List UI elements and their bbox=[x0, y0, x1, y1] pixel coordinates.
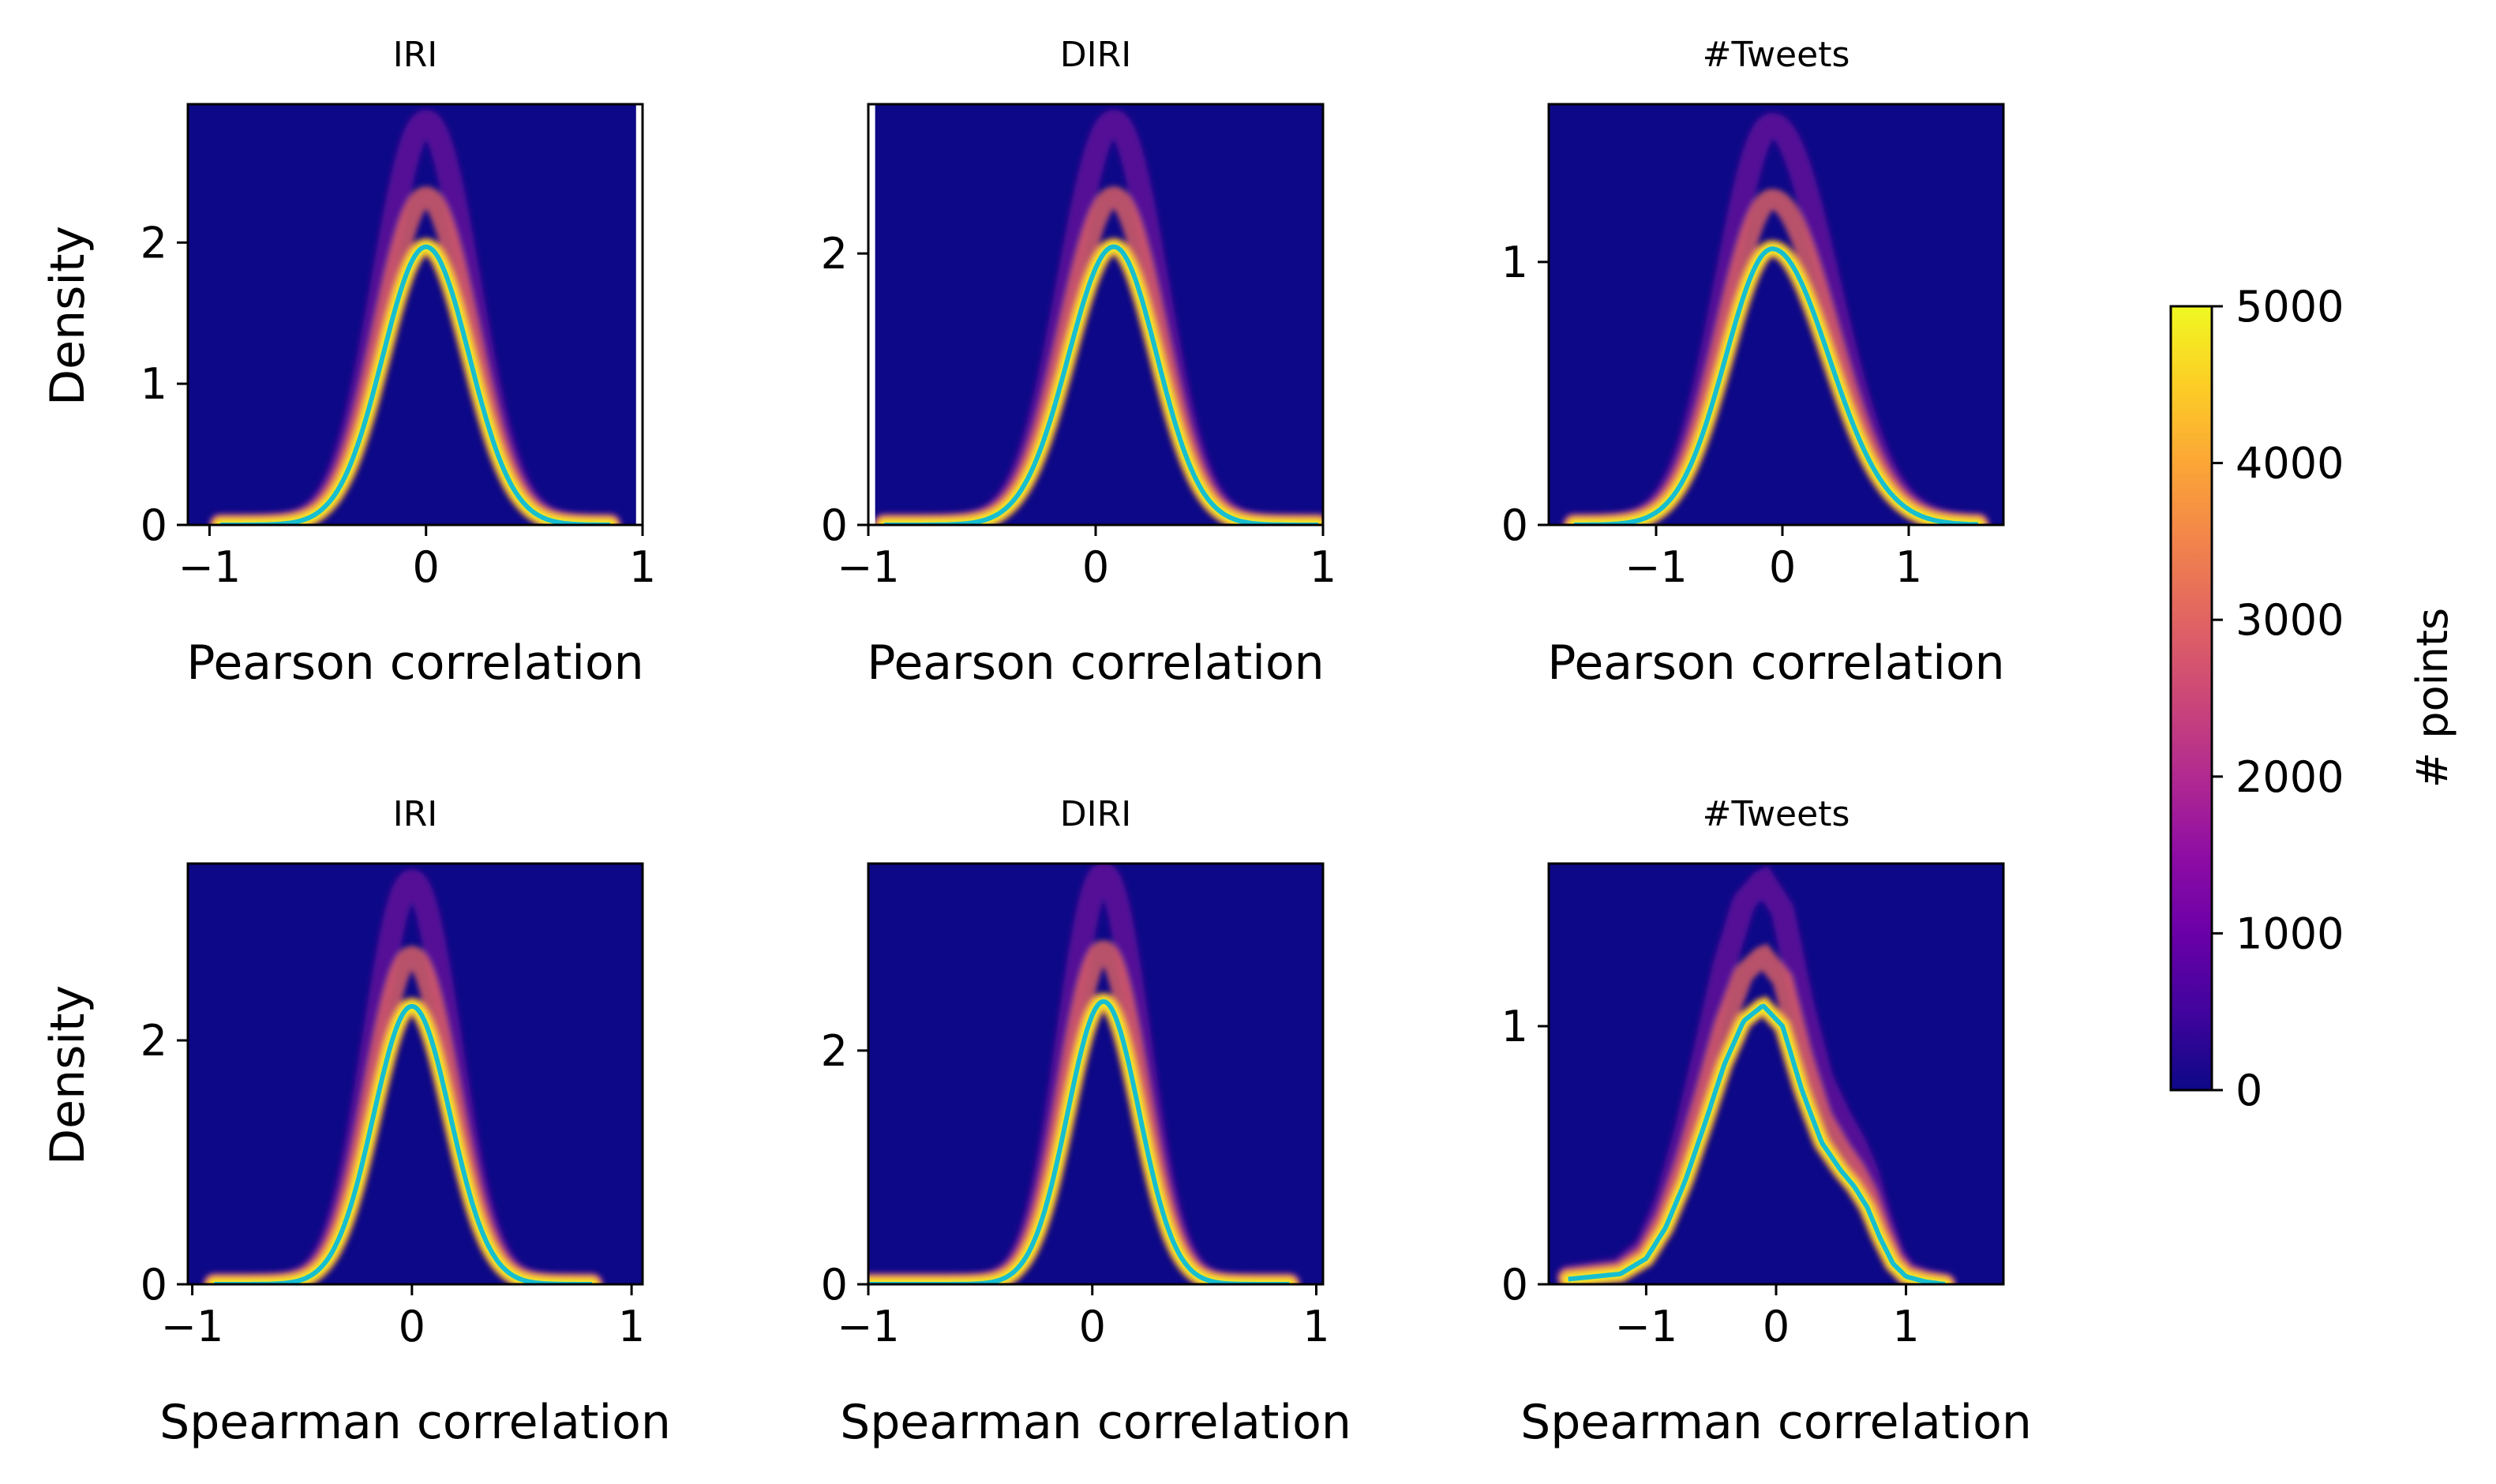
x-axis-label: Spearman correlation bbox=[840, 1395, 1351, 1450]
x-tick-label: 1 bbox=[1895, 542, 1922, 592]
heatmap-background bbox=[868, 864, 1323, 1284]
x-tick-label: 1 bbox=[1302, 1302, 1329, 1351]
heatmap-background bbox=[188, 864, 643, 1284]
y-tick-label: 2 bbox=[821, 229, 848, 279]
colorbar-tick-label: 0 bbox=[2236, 1066, 2262, 1115]
subplot-title: IRI bbox=[393, 794, 438, 834]
x-tick-label: 1 bbox=[1310, 542, 1336, 592]
x-tick-label: 0 bbox=[1079, 1302, 1106, 1351]
colorbar-gradient bbox=[2169, 305, 2213, 1092]
kde-curve bbox=[868, 999, 1290, 1284]
colorbar-tick-label: 5000 bbox=[2236, 282, 2344, 332]
x-tick-label: 0 bbox=[1082, 542, 1109, 592]
x-tick-label: 0 bbox=[1769, 542, 1796, 592]
x-axis-label: Spearman correlation bbox=[1520, 1395, 2032, 1450]
y-tick-label: 0 bbox=[1501, 500, 1528, 550]
kde-curve bbox=[1568, 1003, 1946, 1284]
colorbar-tick-label: 1000 bbox=[2236, 909, 2344, 958]
y-tick-label: 0 bbox=[1501, 1260, 1528, 1310]
y-tick-label: 0 bbox=[821, 1260, 848, 1310]
subplot-panel-spearman-iri: IRI Spearman correlation Density −1 0 102 bbox=[40, 794, 671, 1450]
x-tick-label: −1 bbox=[1625, 542, 1688, 592]
x-axis-label: Pearson correlation bbox=[186, 635, 643, 691]
x-tick-label: −1 bbox=[837, 1302, 900, 1351]
x-tick-label: −1 bbox=[1615, 1302, 1678, 1351]
y-tick-label: 2 bbox=[821, 1026, 848, 1076]
subplot-panel-pearson-tweets: #Tweets Pearson correlation −1 0 1 0 1 bbox=[1501, 35, 2005, 691]
y-tick-label: 0 bbox=[141, 500, 167, 550]
axes-frame bbox=[186, 862, 644, 1286]
y-tick-label: 2 bbox=[141, 218, 167, 268]
x-tick-label: 0 bbox=[1763, 1302, 1790, 1351]
colorbar-tick-label: 4000 bbox=[2236, 439, 2344, 489]
axes-frame bbox=[1547, 103, 2005, 527]
colorbar: # points 0 1000 2000 3000 4000 5000 bbox=[2169, 282, 2457, 1115]
y-tick-label: 1 bbox=[141, 359, 167, 409]
subplot-title: DIRI bbox=[1060, 794, 1131, 834]
white-band bbox=[868, 104, 875, 525]
subplot-title: #Tweets bbox=[1703, 35, 1850, 75]
y-axis-label: Density bbox=[40, 985, 96, 1165]
x-tick-label: 1 bbox=[618, 1302, 645, 1351]
x-axis-label: Spearman correlation bbox=[159, 1395, 671, 1450]
axes-frame bbox=[867, 862, 1325, 1286]
y-tick-label: 1 bbox=[1501, 1002, 1528, 1051]
y-tick-label: 1 bbox=[1501, 238, 1528, 287]
subplot-title: DIRI bbox=[1060, 35, 1131, 75]
x-axis-label: Pearson correlation bbox=[867, 635, 1324, 691]
subplot-panel-spearman-diri: DIRI Spearman correlation −1 0 102 bbox=[821, 794, 1351, 1450]
kde-curve bbox=[220, 244, 610, 525]
subplot-panel-spearman-tweets: #Tweets Spearman correlation −1 0 1 0 1 bbox=[1501, 794, 2032, 1450]
x-axis-label: Pearson correlation bbox=[1547, 635, 2004, 691]
x-tick-label: −1 bbox=[837, 542, 900, 592]
x-tick-label: 1 bbox=[1892, 1302, 1919, 1351]
colorbar-tick-label: 2000 bbox=[2236, 752, 2344, 802]
colorbar-tick-label: 3000 bbox=[2236, 595, 2344, 645]
x-tick-label: −1 bbox=[178, 542, 242, 592]
axes-frame bbox=[186, 103, 644, 527]
heatmap-background bbox=[1549, 104, 2003, 525]
y-tick-label: 0 bbox=[141, 1260, 167, 1310]
kde-curve bbox=[1573, 246, 1979, 525]
subplot-title: IRI bbox=[393, 35, 438, 75]
subplot-title: #Tweets bbox=[1703, 794, 1850, 834]
colorbar-label: # points bbox=[2408, 608, 2457, 788]
white-band bbox=[635, 104, 643, 525]
x-tick-label: 1 bbox=[629, 542, 656, 592]
x-tick-label: −1 bbox=[161, 1302, 224, 1351]
x-tick-label: 0 bbox=[399, 1302, 425, 1351]
y-axis-label: Density bbox=[40, 226, 96, 406]
x-tick-label: 0 bbox=[413, 542, 440, 592]
subplot-panel-pearson-diri: DIRI Pearson correlation −1 0 102 bbox=[821, 35, 1337, 691]
y-tick-label: 2 bbox=[141, 1016, 167, 1066]
y-tick-label: 0 bbox=[821, 500, 848, 550]
